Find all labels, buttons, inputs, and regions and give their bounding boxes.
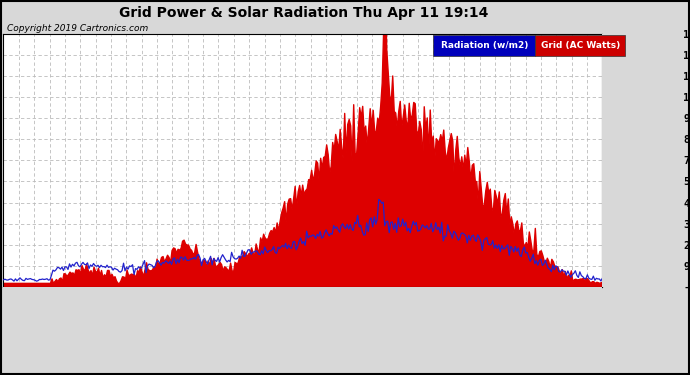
Text: Grid Power & Solar Radiation Thu Apr 11 19:14: Grid Power & Solar Radiation Thu Apr 11 … xyxy=(119,6,489,20)
Text: Copyright 2019 Cartronics.com: Copyright 2019 Cartronics.com xyxy=(7,24,148,33)
Text: Radiation (w/m2): Radiation (w/m2) xyxy=(441,41,528,50)
Text: Grid (AC Watts): Grid (AC Watts) xyxy=(541,41,620,50)
